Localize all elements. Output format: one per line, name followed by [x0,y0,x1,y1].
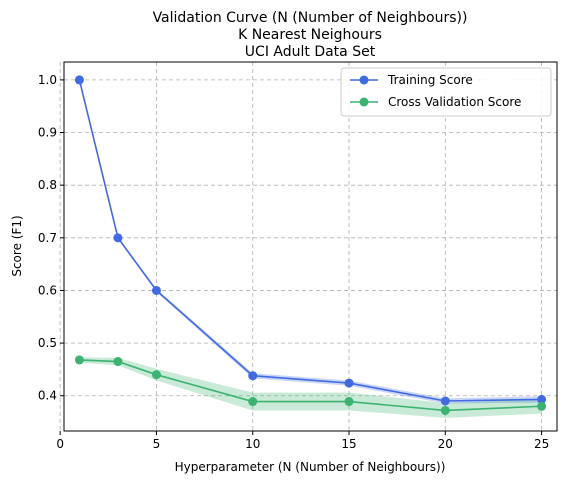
x-tick-label: 20 [438,437,453,451]
y-ticks: 0.4 0.5 0.6 0.7 0.8 0.9 1.0 [38,73,64,403]
x-tick-label: 25 [534,437,549,451]
chart-title-line-2: K Nearest Neighours [238,27,382,43]
gridlines [59,62,557,431]
x-tick-label: 10 [245,437,260,451]
y-tick-label: 0.9 [38,126,57,140]
band-cross-validation-score [79,357,542,418]
point-cross-validation-score [151,370,161,380]
x-ticks: 0 5 10 15 20 25 [56,431,549,451]
chart-title-line-1: Validation Curve (N (Number of Neighbour… [153,10,468,26]
point-training-score [537,394,547,404]
y-tick-label: 0.6 [38,283,57,297]
point-training-score [74,75,84,85]
point-cross-validation-score [113,357,123,367]
point-cross-validation-score [74,355,84,365]
point-training-score [440,396,450,406]
x-tick-label: 5 [153,437,161,451]
confidence-bands [79,79,542,418]
legend-label-training: Training Score [387,73,473,87]
y-axis-label: Score (F1) [10,215,24,276]
point-cross-validation-score [248,397,258,407]
series-lines [78,79,542,412]
plot-frame [63,61,558,432]
y-tick-label: 0.7 [38,231,57,245]
point-training-score [344,378,354,388]
x-axis-label: Hyperparameter (N (Number of Neighbours)… [175,460,446,474]
point-cross-validation-score [537,401,547,411]
point-cross-validation-score [440,405,450,415]
y-tick-label: 1.0 [38,73,57,87]
x-tick-label: 0 [56,437,64,451]
x-tick-label: 15 [341,437,356,451]
line-training-score [78,79,542,402]
legend-marker-cross-validation [359,97,369,107]
point-cross-validation-score [344,397,354,407]
legend-label-cross-validation: Cross Validation Score [388,95,521,109]
y-tick-label: 0.8 [38,178,57,192]
point-training-score [248,371,258,381]
point-training-score [151,285,161,295]
legend-marker-training [359,75,369,85]
point-training-score [113,233,123,243]
y-tick-label: 0.5 [38,336,57,350]
series-markers [74,75,547,415]
legend-box [340,67,552,117]
band-training-score [79,79,542,404]
y-tick-label: 0.4 [38,389,57,403]
chart-title-line-3: UCI Adult Data Set [245,44,376,60]
legend: Training Score Cross Validation Score [340,67,552,117]
